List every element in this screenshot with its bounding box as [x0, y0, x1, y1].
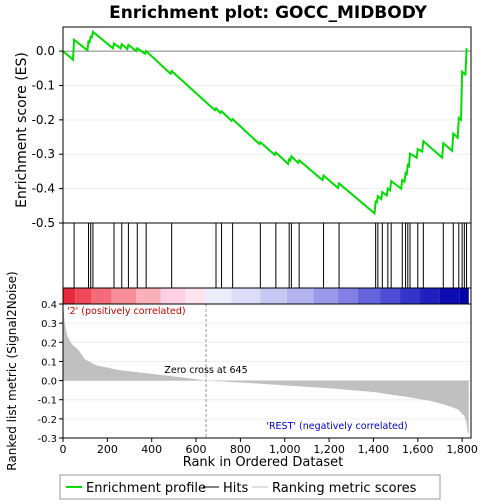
es-y-tick-label: -0.1 — [32, 78, 55, 92]
chart-legend: Enrichment profile Hits Ranking metric s… — [59, 474, 441, 500]
es-y-tick-label: -0.4 — [32, 182, 55, 196]
metric-panel: 0.4 0.3 0.2 0.1 0.0 -0.1 -0.2 -0.3 0 200 400 600 80… — [5, 271, 478, 470]
es-y-tick-label: 0.0 — [36, 44, 55, 58]
es-y-tick-label: -0.3 — [32, 147, 55, 161]
hits-panel — [62, 222, 472, 289]
metric-y-tick-label: -0.3 — [37, 434, 57, 445]
heatmap-band — [420, 288, 440, 304]
legend-metric-label: Ranking metric scores — [272, 481, 417, 496]
rank-x-tick-label: 0 — [60, 443, 67, 456]
chart-title: Enrichment plot: GOCC_MIDBODY — [109, 3, 428, 23]
heatmap-band — [380, 288, 401, 304]
heatmap-band — [111, 288, 137, 304]
zero-cross-label: Zero cross at 645 — [164, 365, 247, 376]
metric-y-tick-label: 0.2 — [41, 338, 57, 349]
heatmap-band — [400, 288, 420, 304]
ranking-heatmap-bar — [62, 287, 472, 305]
rank-x-ticks: 0 200 400 600 800 1,000 1,200 1,400 1,600 1,800 — [60, 438, 478, 456]
metric-y-tick-label: 0.4 — [41, 300, 57, 311]
rank-x-tick-label: 600 — [186, 443, 207, 456]
metric-y-tick-label: -0.1 — [37, 396, 57, 407]
metric-y-axis-label: Ranked list metric (Signal2Noise) — [5, 271, 19, 470]
metric-y-tick-label: -0.2 — [37, 415, 57, 426]
positive-correlation-label: '2' (positively correlated) — [67, 306, 186, 317]
heatmap-bands — [63, 288, 469, 304]
heatmap-band — [439, 288, 460, 304]
metric-y-ticks: 0.4 0.3 0.2 0.1 0.0 -0.1 -0.2 -0.3 — [37, 300, 63, 445]
heatmap-band — [231, 288, 261, 304]
heatmap-band — [286, 288, 314, 304]
rank-x-tick-label: 1,200 — [313, 443, 345, 456]
heatmap-band — [337, 288, 358, 304]
rank-x-tick-label: 1,400 — [358, 443, 390, 456]
heatmap-band — [184, 288, 207, 304]
es-y-ticks: 0.0 -0.1 -0.2 -0.3 -0.4 -0.5 — [32, 44, 63, 230]
rank-x-tick-label: 400 — [141, 443, 162, 456]
legend-profile-label: Enrichment profile — [86, 481, 206, 496]
legend-hits-label: Hits — [223, 481, 248, 496]
negative-correlation-label: 'REST' (negatively correlated) — [266, 421, 407, 432]
legend-frame — [59, 474, 441, 500]
metric-panel-frame — [62, 303, 472, 439]
hit-marks — [73, 223, 468, 288]
rank-x-tick-label: 200 — [97, 443, 118, 456]
rank-x-tick-label: 800 — [230, 443, 251, 456]
heatmap-band — [136, 288, 161, 304]
heatmap-band — [63, 288, 76, 304]
rank-x-tick-label: 1,600 — [402, 443, 434, 456]
metric-y-tick-label: 0.1 — [41, 357, 57, 368]
heatmap-band — [260, 288, 287, 304]
metric-y-tick-label: 0.3 — [41, 319, 57, 330]
heatmap-band — [206, 288, 232, 304]
enrichment-profile-line — [62, 29, 469, 216]
rank-x-tick-label: 1,000 — [269, 443, 301, 456]
heatmap-band — [313, 288, 338, 304]
es-y-tick-label: -0.5 — [32, 216, 55, 230]
heatmap-band — [75, 288, 92, 304]
heatmap-band — [160, 288, 185, 304]
rank-x-tick-label: 1,800 — [446, 443, 478, 456]
es-y-tick-label: -0.2 — [32, 113, 55, 127]
metric-y-tick-label: 0.0 — [41, 377, 57, 388]
es-y-axis-label: Enrichment score (ES) — [14, 52, 30, 208]
rank-x-axis-label: Rank in Ordered Dataset — [183, 455, 344, 470]
heatmap-band — [357, 288, 381, 304]
heatmap-band — [91, 288, 112, 304]
heatmap-band — [459, 288, 469, 304]
